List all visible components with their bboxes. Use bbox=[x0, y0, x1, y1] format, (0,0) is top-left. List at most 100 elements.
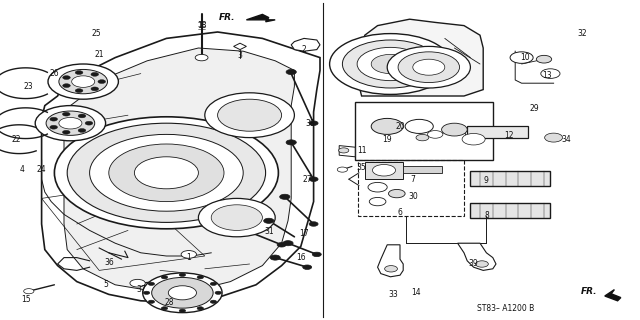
Circle shape bbox=[46, 111, 95, 135]
Polygon shape bbox=[470, 203, 550, 218]
Circle shape bbox=[59, 117, 82, 129]
Circle shape bbox=[143, 291, 150, 294]
Text: 34: 34 bbox=[561, 135, 572, 144]
Circle shape bbox=[303, 265, 312, 269]
Text: 12: 12 bbox=[504, 132, 513, 140]
Text: 36: 36 bbox=[104, 258, 114, 267]
Circle shape bbox=[462, 133, 485, 145]
Text: 14: 14 bbox=[411, 288, 421, 297]
Circle shape bbox=[388, 189, 405, 198]
Text: 22: 22 bbox=[12, 135, 20, 144]
Circle shape bbox=[143, 273, 222, 313]
Circle shape bbox=[50, 117, 58, 121]
Text: 20: 20 bbox=[395, 122, 405, 131]
Circle shape bbox=[67, 123, 266, 222]
Polygon shape bbox=[467, 126, 528, 138]
Circle shape bbox=[78, 114, 86, 118]
Circle shape bbox=[510, 52, 533, 63]
Circle shape bbox=[309, 177, 318, 181]
Circle shape bbox=[264, 218, 274, 223]
Text: 29: 29 bbox=[529, 104, 540, 113]
Circle shape bbox=[130, 279, 145, 287]
Text: 19: 19 bbox=[382, 135, 392, 144]
Text: 30: 30 bbox=[408, 192, 418, 201]
Text: 11: 11 bbox=[357, 146, 366, 155]
Circle shape bbox=[309, 121, 318, 125]
Circle shape bbox=[339, 148, 349, 153]
Text: 39: 39 bbox=[468, 260, 479, 268]
Text: 8: 8 bbox=[484, 212, 489, 220]
Circle shape bbox=[109, 144, 224, 202]
Text: 4: 4 bbox=[20, 165, 25, 174]
Circle shape bbox=[63, 130, 70, 134]
Circle shape bbox=[545, 133, 563, 142]
Polygon shape bbox=[605, 290, 621, 301]
Circle shape bbox=[309, 222, 318, 226]
Circle shape bbox=[90, 134, 243, 211]
Circle shape bbox=[76, 89, 83, 92]
Text: 6: 6 bbox=[397, 208, 403, 217]
Text: 13: 13 bbox=[542, 71, 552, 80]
Circle shape bbox=[369, 197, 386, 206]
Text: 24: 24 bbox=[36, 165, 47, 174]
Text: 33: 33 bbox=[388, 290, 399, 299]
Polygon shape bbox=[246, 14, 275, 22]
Polygon shape bbox=[365, 162, 403, 179]
Text: 28: 28 bbox=[165, 298, 174, 307]
Circle shape bbox=[197, 276, 204, 279]
Text: 35: 35 bbox=[356, 164, 367, 172]
Circle shape bbox=[337, 167, 348, 172]
Polygon shape bbox=[64, 48, 294, 291]
Circle shape bbox=[218, 99, 282, 131]
Text: 37: 37 bbox=[136, 285, 146, 294]
Circle shape bbox=[286, 69, 296, 75]
Circle shape bbox=[416, 134, 429, 141]
Circle shape bbox=[541, 69, 560, 78]
Text: 23: 23 bbox=[24, 82, 34, 91]
Circle shape bbox=[211, 205, 262, 230]
Circle shape bbox=[413, 59, 445, 75]
Circle shape bbox=[35, 106, 106, 141]
Circle shape bbox=[91, 72, 99, 76]
Circle shape bbox=[270, 255, 280, 260]
Circle shape bbox=[357, 47, 424, 81]
Circle shape bbox=[24, 289, 34, 294]
Circle shape bbox=[442, 123, 467, 136]
Circle shape bbox=[280, 194, 290, 199]
Text: FR.: FR. bbox=[219, 13, 236, 22]
Circle shape bbox=[85, 121, 93, 125]
Circle shape bbox=[277, 243, 286, 247]
Circle shape bbox=[168, 286, 196, 300]
Circle shape bbox=[148, 282, 155, 285]
Circle shape bbox=[371, 54, 410, 74]
Circle shape bbox=[161, 307, 168, 310]
Text: 21: 21 bbox=[95, 50, 104, 59]
Circle shape bbox=[76, 71, 83, 75]
Circle shape bbox=[161, 276, 168, 279]
Circle shape bbox=[78, 129, 86, 132]
Circle shape bbox=[372, 164, 396, 176]
Polygon shape bbox=[470, 171, 550, 186]
Circle shape bbox=[91, 87, 99, 91]
Circle shape bbox=[387, 46, 470, 88]
Circle shape bbox=[312, 252, 321, 257]
Circle shape bbox=[536, 55, 552, 63]
Text: 9: 9 bbox=[484, 176, 489, 185]
Polygon shape bbox=[291, 38, 320, 51]
Circle shape bbox=[134, 157, 198, 189]
Polygon shape bbox=[458, 243, 496, 270]
Text: ST83– A1200 B: ST83– A1200 B bbox=[477, 304, 534, 313]
Circle shape bbox=[342, 40, 438, 88]
Circle shape bbox=[72, 76, 95, 87]
Text: 2: 2 bbox=[301, 45, 307, 54]
Circle shape bbox=[63, 112, 70, 116]
Circle shape bbox=[210, 300, 216, 303]
Text: 18: 18 bbox=[197, 21, 206, 30]
Circle shape bbox=[48, 64, 118, 99]
Circle shape bbox=[179, 309, 186, 312]
Circle shape bbox=[195, 54, 208, 61]
Text: 7: 7 bbox=[410, 175, 415, 184]
Circle shape bbox=[198, 198, 275, 237]
Text: 27: 27 bbox=[302, 175, 312, 184]
Circle shape bbox=[215, 291, 221, 294]
